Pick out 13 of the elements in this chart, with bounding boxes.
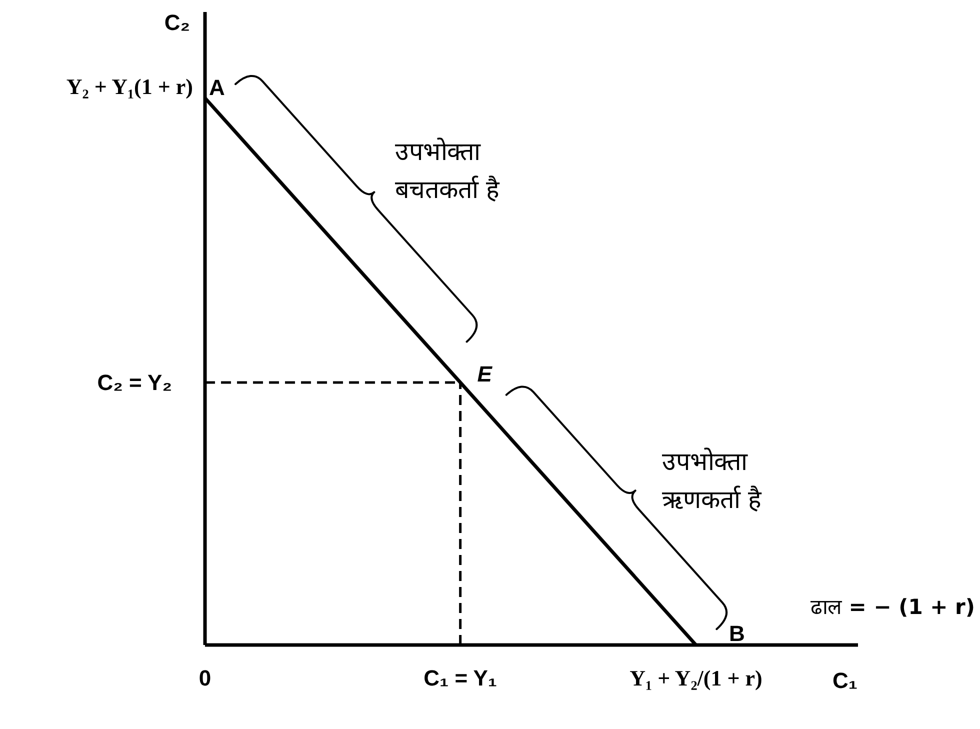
y-axis-title: C₂: [164, 10, 190, 35]
annotation: उपभोक्ता बचतकर्ता है: [395, 137, 500, 204]
x-axis-title: C₁: [832, 668, 858, 693]
annotation: ढाल = − (1 + r): [810, 595, 975, 619]
annotation: A: [209, 75, 225, 100]
annotation: B: [728, 621, 745, 646]
text: Y₂ + Y₁(1 + r): [66, 74, 193, 99]
annotation: उपभोक्ता ऋणकर्ता है: [662, 447, 762, 514]
x-tick-label: Y₁ + Y₂/(1 + r): [630, 666, 762, 691]
x-tick-label: C₁ = Y₁: [424, 666, 498, 691]
x-tick-label: 0: [198, 666, 212, 691]
text: C₂ = Y₂: [97, 370, 172, 395]
annotation: E: [477, 361, 494, 386]
